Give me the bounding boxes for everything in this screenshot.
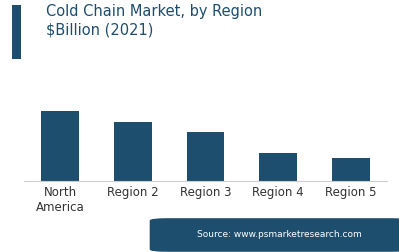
- Bar: [259, 153, 297, 181]
- Text: Cold Chain Market, by Region
$Billion (2021): Cold Chain Market, by Region $Billion (2…: [46, 4, 262, 38]
- Bar: [41, 111, 79, 181]
- FancyBboxPatch shape: [150, 218, 399, 252]
- Text: Source: www.psmarketresearch.com: Source: www.psmarketresearch.com: [197, 231, 361, 239]
- Bar: [114, 122, 152, 181]
- Bar: [332, 158, 369, 181]
- Bar: [187, 132, 224, 181]
